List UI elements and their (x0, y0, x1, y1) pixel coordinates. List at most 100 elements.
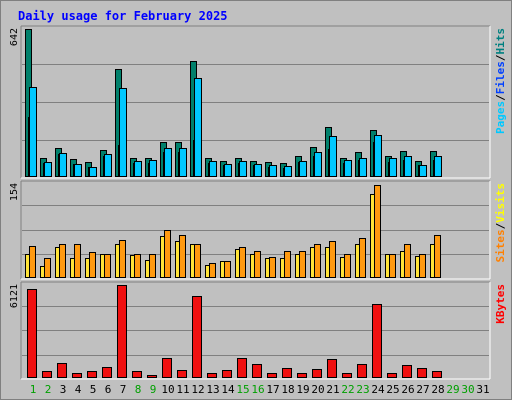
bar-pages-day-14 (224, 164, 232, 177)
legend: Pages/Files/Hits (494, 28, 507, 134)
bar-sites-day-21 (329, 241, 336, 278)
legend-entry: Sites (494, 229, 507, 262)
legend-entry: Visits (494, 183, 507, 223)
x-tick-label: 31 (476, 383, 489, 396)
bar-pages-day-15 (239, 161, 247, 177)
bar-pages-day-4 (74, 164, 82, 177)
bar-pages-day-12 (194, 78, 202, 177)
bar-kbytes-day-23 (357, 364, 367, 378)
bar-kbytes-day-12 (192, 296, 202, 378)
panel-hits-files-pages: 642 Pages/Files/Hits (9, 25, 507, 179)
bar-kbytes-day-15 (237, 358, 247, 378)
bar-pages-day-19 (299, 161, 307, 177)
bar-sites-day-14 (224, 261, 231, 278)
x-tick-label: 29 (446, 383, 459, 396)
bar-pages-day-13 (209, 161, 217, 177)
legend-entry: / (494, 54, 507, 61)
bar-kbytes-day-9 (147, 375, 157, 378)
bar-kbytes-day-13 (207, 373, 217, 378)
bar-pages-day-17 (269, 165, 277, 177)
bar-sites-day-24 (374, 185, 381, 278)
bar-sites-day-19 (299, 251, 306, 278)
bar-sites-day-25 (389, 254, 396, 278)
x-tick-label: 13 (206, 383, 219, 396)
bar-kbytes-day-2 (42, 371, 52, 378)
bar-pages-day-5 (89, 167, 97, 177)
legend-entry: / (494, 94, 507, 101)
bar-pages-day-18 (284, 166, 292, 177)
x-tick-label: 4 (75, 383, 82, 396)
x-tick-label: 25 (386, 383, 399, 396)
bar-kbytes-day-10 (162, 358, 172, 378)
bar-sites-day-26 (404, 244, 411, 278)
bar-sites-day-20 (314, 244, 321, 278)
y-max-label: 642 (9, 28, 20, 46)
legend-entry: / (494, 222, 507, 229)
x-tick-label: 19 (296, 383, 309, 396)
x-tick-label: 17 (266, 383, 279, 396)
bar-sites-day-5 (89, 252, 96, 278)
bar-sites-day-27 (419, 254, 426, 278)
bar-kbytes-day-14 (222, 370, 232, 378)
bar-sites-day-3 (59, 244, 66, 278)
x-tick-label: 23 (356, 383, 369, 396)
bar-sites-day-2 (44, 258, 51, 278)
bar-pages-day-22 (344, 160, 352, 177)
bar-sites-day-1 (29, 246, 36, 278)
bar-sites-day-15 (239, 247, 246, 278)
bar-pages-day-27 (419, 165, 427, 177)
bar-sites-day-11 (179, 235, 186, 278)
y-max-label: 154 (9, 183, 20, 201)
bar-kbytes-day-19 (297, 373, 307, 378)
bar-sites-day-8 (134, 254, 141, 278)
bar-sites-day-4 (74, 244, 81, 278)
bar-kbytes-day-24 (372, 304, 382, 378)
bar-kbytes-day-21 (327, 359, 337, 378)
bar-kbytes-day-5 (87, 371, 97, 378)
bar-pages-day-25 (389, 158, 397, 177)
bar-pages-day-3 (59, 153, 67, 177)
bar-kbytes-day-25 (387, 373, 397, 378)
x-tick-label: 27 (416, 383, 429, 396)
bar-kbytes-day-17 (267, 373, 277, 378)
bar-kbytes-day-6 (102, 367, 112, 378)
bar-pages-day-11 (179, 148, 187, 177)
panel-visits-sites: 154 Sites/Visits (9, 180, 507, 280)
bar-kbytes-day-4 (72, 373, 82, 378)
bar-pages-day-26 (404, 156, 412, 177)
y-max-label: 6121 (9, 284, 20, 308)
bar-kbytes-day-18 (282, 368, 292, 378)
bar-pages-day-2 (44, 162, 52, 177)
x-tick-label: 21 (326, 383, 339, 396)
x-tick-label: 9 (150, 383, 157, 396)
x-tick-label: 30 (461, 383, 474, 396)
bar-sites-day-23 (359, 238, 366, 278)
bar-sites-day-18 (284, 251, 291, 278)
bar-pages-day-8 (134, 161, 142, 177)
bar-kbytes-day-16 (252, 364, 262, 378)
legend-entry: Hits (494, 28, 507, 55)
chart-title: Daily usage for February 2025 (18, 9, 228, 23)
bar-sites-day-13 (209, 263, 216, 278)
panel-kbytes: 6121 KBytes (9, 281, 507, 380)
bar-sites-day-28 (434, 235, 441, 278)
bar-pages-day-23 (359, 158, 367, 177)
bar-kbytes-day-11 (177, 370, 187, 378)
bar-pages-day-7 (119, 88, 127, 177)
x-tick-label: 15 (236, 383, 249, 396)
x-tick-label: 5 (90, 383, 97, 396)
bar-pages-day-10 (164, 148, 172, 177)
x-axis: 1 2 3 4 5 6 7 8 9 10 11 12 13 14 15 16 17 18 19 20 21 22 23 24 2… (30, 383, 490, 396)
bar-pages-day-6 (104, 154, 112, 177)
x-tick-label: 10 (161, 383, 174, 396)
x-tick-label: 24 (371, 383, 385, 396)
bar-sites-day-7 (119, 240, 126, 278)
x-tick-label: 20 (311, 383, 324, 396)
x-tick-label: 16 (251, 383, 264, 396)
x-tick-label: 14 (221, 383, 235, 396)
legend: KBytes (494, 284, 507, 324)
legend-entry: KBytes (494, 284, 507, 324)
bar-pages-day-21 (329, 136, 337, 177)
legend-entry: Files (494, 61, 507, 94)
